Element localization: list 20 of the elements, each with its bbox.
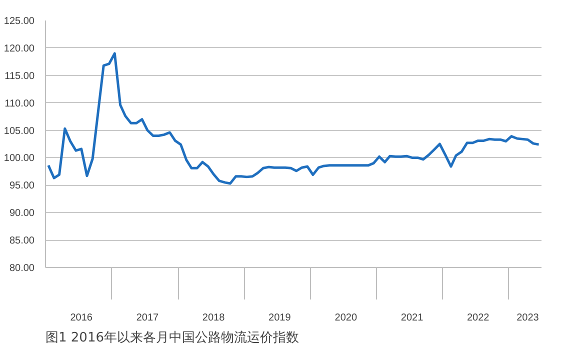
line-series — [47, 52, 540, 185]
y-tick-label: 100.00 — [4, 153, 35, 164]
x-tick-label: 2019 — [268, 312, 292, 324]
text: 图1 2016年以来各月中国公路物流运价指数 — [46, 330, 299, 346]
x-tick-label: 2018 — [202, 312, 226, 324]
x-tick-label: 2020 — [334, 312, 358, 324]
y-tick-label: 105.00 — [4, 126, 35, 137]
x-tick-label: 2016 — [70, 312, 93, 324]
x-tick-label: 2021 — [400, 312, 424, 324]
x-tick-label: 2022 — [466, 312, 490, 324]
x-tick-label: 2023 — [516, 312, 540, 324]
x-tick-label: 2017 — [136, 312, 160, 324]
y-tick-label: 125.00 — [4, 16, 35, 27]
y-tick-label: 120.00 — [4, 43, 35, 54]
y-tick-label: 110.00 — [4, 98, 35, 110]
y-tick-label: 115.00 — [4, 70, 35, 82]
y-tick-label: 85.00 — [9, 236, 35, 247]
y-tick-label: 95.00 — [9, 180, 35, 192]
y-tick-label: 80.00 — [9, 263, 35, 274]
y-tick-label: 90.00 — [9, 208, 35, 220]
